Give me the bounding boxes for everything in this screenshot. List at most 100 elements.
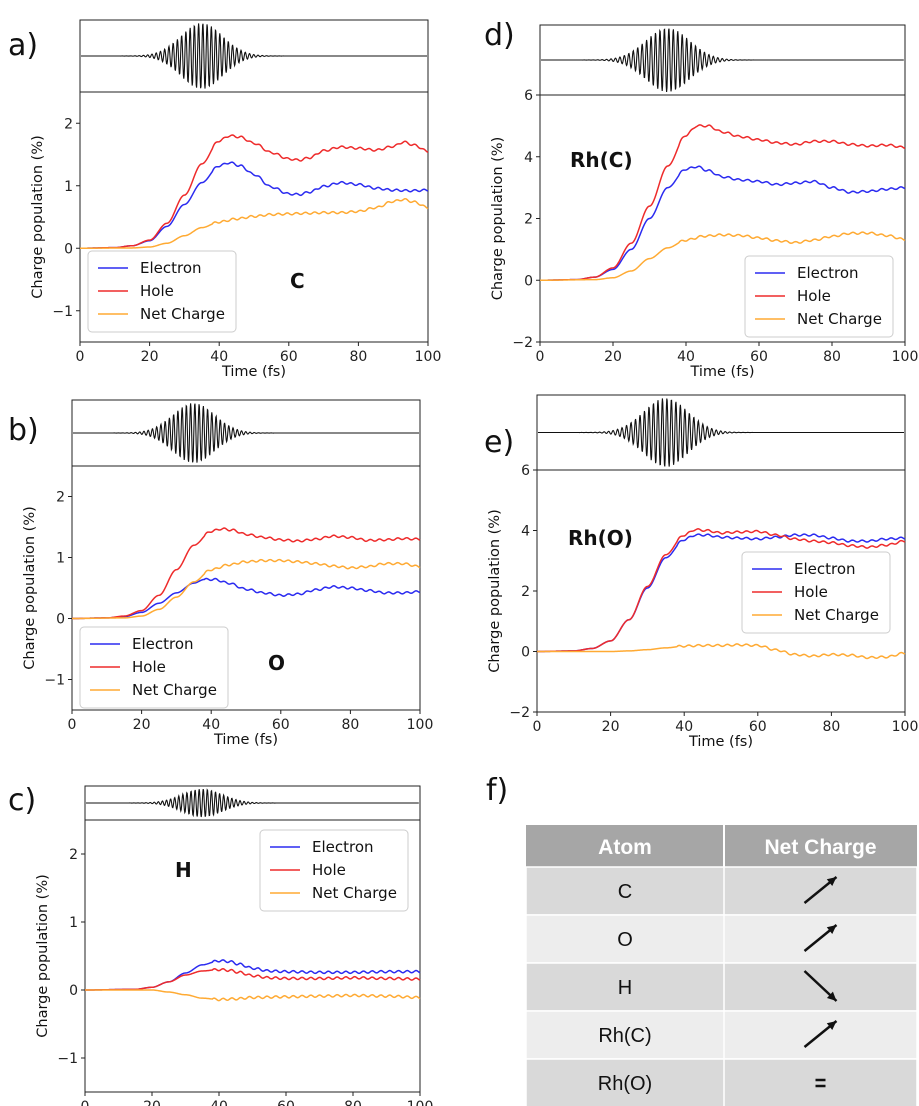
y-tick-label: 2 <box>524 212 533 228</box>
table-cell-atom: Rh(O) <box>598 1073 652 1095</box>
legend-entry: Electron <box>312 838 374 856</box>
legend-box <box>741 551 891 634</box>
x-tick-label: 100 <box>407 717 434 733</box>
x-axis-label: Time (fs) <box>213 732 278 748</box>
series-line-electron <box>72 577 421 620</box>
atom-label: H <box>175 858 192 882</box>
x-tick-label: 40 <box>677 349 695 365</box>
table-row <box>525 866 918 916</box>
x-tick-label: 80 <box>341 717 359 733</box>
panel-label-d: d) <box>484 18 515 53</box>
x-tick-label: 0 <box>76 349 85 365</box>
x-tick-label: 40 <box>675 719 693 735</box>
x-axis-label: Time (fs) <box>688 734 753 750</box>
y-axis-label: Charge population (%) <box>490 137 506 301</box>
table-header-atom: Atom <box>598 836 652 859</box>
x-tick-label: 20 <box>141 349 159 365</box>
y-tick-label: −1 <box>57 1051 78 1067</box>
series-line-hole <box>540 124 906 281</box>
table-header-net-charge: Net Charge <box>764 836 876 859</box>
x-tick-label: 20 <box>604 349 622 365</box>
table-row <box>525 914 918 964</box>
x-tick-label: 80 <box>344 1099 362 1106</box>
table-row <box>525 962 918 1012</box>
atom-label: C <box>290 269 305 293</box>
y-tick-label: 1 <box>69 915 78 931</box>
table-cell-atom: O <box>617 929 633 951</box>
laser-pulse-waveform <box>538 398 904 467</box>
legend-entry: Net Charge <box>132 681 217 699</box>
y-tick-label: −1 <box>52 304 73 320</box>
legend-entry: Hole <box>132 658 166 676</box>
x-tick-label: 20 <box>602 719 620 735</box>
x-tick-label: 40 <box>210 349 228 365</box>
x-tick-label: 100 <box>892 719 919 735</box>
x-tick-label: 100 <box>407 1099 434 1106</box>
laser-pulse-waveform <box>541 28 904 92</box>
x-tick-label: 60 <box>277 1099 295 1106</box>
x-tick-label: 20 <box>143 1099 161 1106</box>
y-tick-label: 2 <box>521 584 530 600</box>
series-line-hole <box>537 528 906 653</box>
y-tick-label: 6 <box>521 463 530 479</box>
x-tick-label: 60 <box>749 719 767 735</box>
x-tick-label: 60 <box>750 349 768 365</box>
legend-entry: Electron <box>132 635 194 653</box>
legend-entry: Electron <box>797 264 859 282</box>
legend-entry: Electron <box>140 259 202 277</box>
y-tick-label: −2 <box>509 705 530 721</box>
legend-box <box>744 255 894 338</box>
y-tick-label: 2 <box>69 847 78 863</box>
x-tick-label: 40 <box>202 717 220 733</box>
atom-label: Rh(O) <box>568 526 633 550</box>
legend-entry: Hole <box>312 861 346 879</box>
series-line-net-charge <box>540 231 906 281</box>
legend-entry: Hole <box>797 287 831 305</box>
arrow-head-icon <box>826 877 837 887</box>
legend-box <box>87 250 237 333</box>
table-row <box>525 1010 918 1060</box>
panel-label-f: f) <box>486 773 508 808</box>
atom-label: Rh(C) <box>570 148 633 172</box>
summary-table: Atom Net Charge C O H Rh(C) Rh(O) <box>525 825 918 1106</box>
legend-box <box>259 829 409 912</box>
legend-entry: Net Charge <box>140 305 225 323</box>
panel-label-b: b) <box>8 413 39 448</box>
series-line-hole <box>72 527 421 620</box>
x-tick-label: 100 <box>892 349 919 365</box>
x-tick-label: 0 <box>81 1099 90 1106</box>
table-cell-atom: C <box>618 881 632 903</box>
y-tick-label: 2 <box>64 116 73 132</box>
series-line-hole <box>85 968 421 991</box>
y-tick-label: 1 <box>56 551 65 567</box>
arrow-head-icon <box>826 991 837 1001</box>
x-tick-label: 80 <box>822 719 840 735</box>
y-tick-label: 6 <box>524 88 533 104</box>
table-cell-atom: Rh(C) <box>598 1025 651 1047</box>
y-tick-label: 4 <box>524 150 533 166</box>
x-tick-label: 60 <box>272 717 290 733</box>
table-header-row <box>526 825 917 867</box>
arrow-head-icon <box>826 1021 837 1031</box>
x-tick-label: 40 <box>210 1099 228 1106</box>
panel-label-a: a) <box>8 28 38 63</box>
atom-label: O <box>268 651 285 675</box>
legend-entry: Net Charge <box>797 310 882 328</box>
arrow-head-icon <box>826 925 837 935</box>
y-axis-label: Charge population (%) <box>487 509 503 673</box>
x-tick-label: 60 <box>280 349 298 365</box>
table-cell-atom: H <box>618 977 632 999</box>
y-tick-label: −1 <box>44 673 65 689</box>
series-line-net-charge <box>537 643 906 660</box>
y-tick-label: 0 <box>56 612 65 628</box>
legend-entry: Net Charge <box>312 884 397 902</box>
laser-pulse-waveform <box>81 23 427 89</box>
x-axis-label: Time (fs) <box>689 364 754 380</box>
y-tick-label: 0 <box>64 241 73 257</box>
y-tick-label: −2 <box>512 335 533 351</box>
legend-box <box>79 626 229 709</box>
